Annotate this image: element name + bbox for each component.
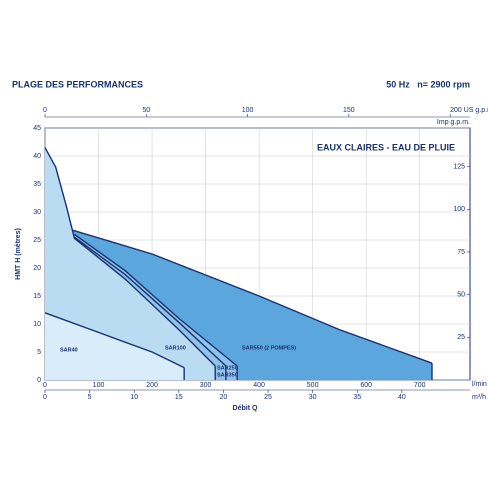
chart-title: PLAGE DES PERFORMANCES [12, 79, 143, 89]
y-tick-label: 0 [37, 377, 41, 384]
y-tick-label: 45 [33, 125, 41, 132]
y-label: HMT H (mètres) [15, 228, 22, 280]
series-label: SAR250 [217, 365, 238, 371]
x2-tick-label: 200 US g.p.m. [450, 107, 488, 114]
x4-tick-label: 35 [353, 394, 361, 401]
y-tick-label: 40 [33, 153, 41, 160]
x-tick-label: 600 [360, 382, 372, 389]
y2-tick-label: 50 [457, 291, 465, 298]
curve [74, 236, 227, 367]
y-tick-label: 15 [33, 293, 41, 300]
x-tick-label: 700 [414, 382, 426, 389]
x4-tick-label: 40 [398, 394, 406, 401]
x2-tick-label: 0 [43, 107, 47, 114]
x4-label: m³/h [472, 394, 486, 401]
y-tick-label: 5 [37, 349, 41, 356]
y-tick-label: 30 [33, 209, 41, 216]
x4-tick-label: 10 [130, 394, 138, 401]
x4-tick-label: 15 [175, 394, 183, 401]
x-tick-label: 400 [253, 382, 265, 389]
x-tick-label: 500 [307, 382, 319, 389]
curve [44, 312, 185, 369]
annotation: EAUX CLAIRES - EAU DE PLUIE [317, 142, 455, 152]
x-tick-label: 100 [93, 382, 105, 389]
curve [71, 229, 433, 364]
x2-tick-label: 100 [242, 107, 254, 114]
y2-tick-label: 75 [457, 249, 465, 256]
y2-tick-label: 25 [457, 334, 465, 341]
y-tick-label: 10 [33, 321, 41, 328]
x-unit: l/min [472, 381, 487, 388]
series-label: SAR550 (2 POMPES) [242, 345, 296, 351]
subtitle: 50 Hz n= 2900 rpm [386, 79, 470, 89]
x-tick-label: 300 [200, 382, 212, 389]
x3-label: Imp g.p.m. [437, 119, 470, 126]
x4-tick-label: 20 [220, 394, 228, 401]
x2-tick-label: 50 [142, 107, 150, 114]
curve [44, 147, 216, 367]
x4-tick-label: 30 [309, 394, 317, 401]
x4-tick-label: 0 [43, 394, 47, 401]
series-label: SAR100 [165, 345, 186, 351]
series-label: SAR40 [60, 347, 78, 353]
x-label: Débit Q [233, 405, 258, 412]
region [45, 312, 185, 380]
x2-tick-label: 150 [343, 107, 355, 114]
y2-tick-label: 125 [453, 163, 465, 170]
series-label: SAR350 [217, 372, 238, 378]
x4-tick-label: 5 [88, 394, 92, 401]
region [45, 147, 216, 380]
x-tick-label: 0 [43, 382, 47, 389]
y-tick-label: 20 [33, 265, 41, 272]
y-tick-label: 25 [33, 237, 41, 244]
y2-tick-label: 100 [453, 206, 465, 213]
x4-tick-label: 25 [264, 394, 272, 401]
curve [74, 233, 238, 367]
x-tick-label: 200 [146, 382, 158, 389]
y-tick-label: 35 [33, 181, 41, 188]
